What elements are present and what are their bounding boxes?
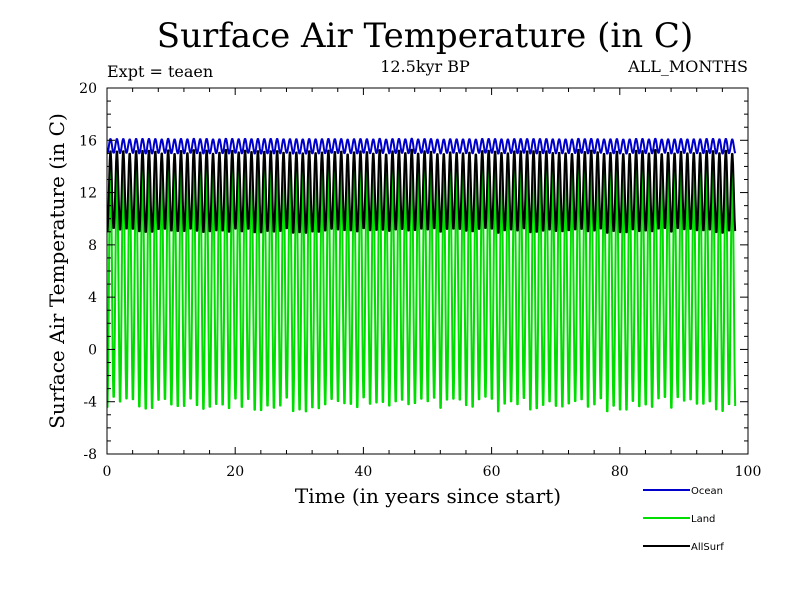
period-label: 12.5kyr BP [380, 57, 470, 76]
legend: Ocean Land AllSurf [643, 486, 724, 553]
x-tick-label: 60 [483, 464, 501, 480]
y-tick-label: -8 [83, 447, 97, 463]
y-tick-label: 12 [79, 186, 97, 202]
series-line-ocean [106, 137, 737, 155]
x-axis-label: Time (in years since start) [295, 484, 561, 508]
chart-title: Surface Air Temperature (in C) [157, 16, 693, 56]
y-tick-label: 4 [88, 290, 97, 306]
y-tick-label: -4 [83, 395, 97, 411]
x-tick-label: 20 [226, 464, 244, 480]
x-tick-label: 100 [735, 464, 762, 480]
ticks-layer: 0 20 40 60 80 100 -8 -4 0 4 8 12 16 20 [79, 81, 761, 480]
months-label: ALL_MONTHS [627, 57, 748, 76]
legend-label-ocean: Ocean [691, 486, 723, 497]
y-tick-label: 8 [88, 238, 97, 254]
x-tick-label: 0 [103, 464, 112, 480]
x-tick-label: 40 [354, 464, 372, 480]
series-layer [106, 137, 737, 413]
y-tick-label: 0 [88, 342, 97, 358]
experiment-label: Expt = teaen [107, 62, 213, 81]
legend-label-land: Land [691, 514, 715, 525]
y-tick-label: 20 [79, 81, 97, 97]
x-tick-label: 80 [611, 464, 629, 480]
series-line-land [106, 159, 737, 413]
y-axis-label: Surface Air Temperature (in C) [45, 113, 69, 429]
series-line-allsurf [106, 148, 737, 234]
legend-label-allsurf: AllSurf [691, 542, 724, 553]
y-tick-label: 16 [79, 133, 97, 149]
